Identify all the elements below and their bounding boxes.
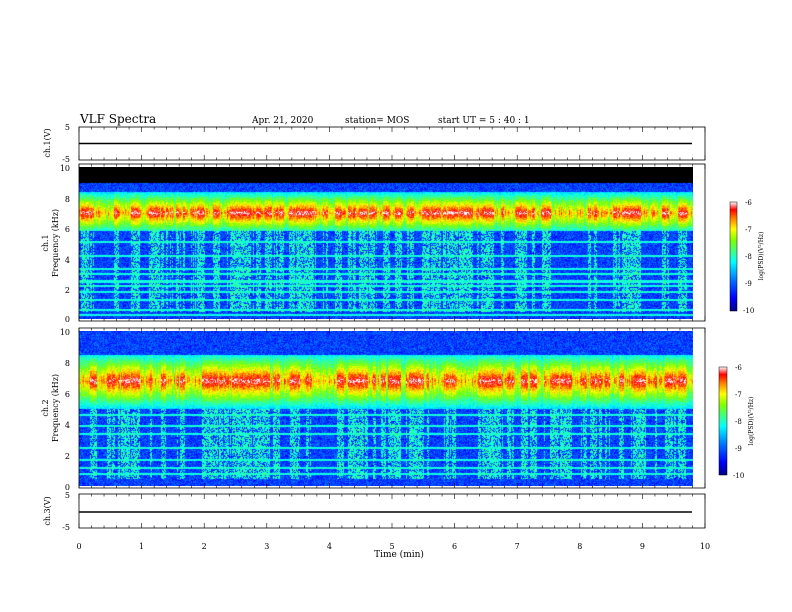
ch2-colorbar	[718, 366, 728, 476]
x-tick-label: 8	[577, 542, 582, 551]
ch2-spectrogram-ticks	[78, 328, 706, 488]
ch1-spectrogram-ticks	[78, 164, 706, 321]
ch1-freq-ytick-0: 0	[65, 315, 70, 324]
ch2-cbar-tick-m10: -10	[733, 472, 744, 480]
ch2-freq-ytick-0: 0	[65, 483, 70, 492]
ch3-voltage-ticks	[78, 494, 706, 528]
ch1-freq-ytick-6: 6	[65, 225, 70, 234]
ch1-colorbar	[729, 201, 738, 312]
x-tick-label: 3	[264, 542, 269, 551]
ch1-ylabel-frequency: Frequency (kHz)	[51, 209, 60, 277]
x-tick-label: 0	[76, 542, 81, 551]
x-axis-tick-labels: 0 1 2 3 4 5 6 7 8 9 10	[76, 542, 710, 551]
ch2-cbar-tick-m8: -8	[735, 418, 742, 426]
ch1-freq-ytick-4: 4	[65, 256, 70, 265]
ch2-cbar-label: log(PSD)(V²/Hz)	[748, 397, 755, 446]
ch2-freq-ytick-6: 6	[65, 390, 70, 399]
ch3-voltage-panel: 5 -5 ch.3(V)	[43, 491, 706, 532]
ch1-cbar-tick-m8: -8	[745, 253, 752, 261]
ch2-cbar-tick-m9: -9	[735, 445, 742, 453]
ch1-voltage-ticks	[78, 127, 706, 160]
ch1-spectrogram-image	[79, 167, 693, 319]
ch1-cbar-tick-m6: -6	[745, 199, 752, 207]
x-tick-label: 4	[327, 542, 332, 551]
ch2-freq-ytick-2: 2	[65, 452, 70, 461]
chart-title: VLF Spectra	[79, 112, 156, 126]
x-tick-label: 2	[202, 542, 207, 551]
x-tick-label: 7	[515, 542, 520, 551]
ch2-ylabel-frequency: Frequency (kHz)	[51, 374, 60, 442]
x-tick-label: 9	[640, 542, 645, 551]
station-label: station= MOS	[345, 116, 409, 126]
ch1-ylabel-channel: ch.1	[41, 234, 50, 251]
ch2-freq-ytick-8: 8	[65, 359, 70, 368]
ch1-freq-ytick-8: 8	[65, 195, 70, 204]
x-tick-label: 1	[139, 542, 144, 551]
ch1-voltage-panel: 5 -5 ch.1(V)	[43, 123, 706, 164]
ch2-spectrogram-image	[79, 331, 693, 486]
ch2-cbar-tick-m7: -7	[735, 391, 742, 399]
ch1-freq-ytick-10: 10	[60, 164, 70, 173]
ch1-freq-ytick-2: 2	[65, 286, 70, 295]
x-axis-label: Time (min)	[374, 549, 424, 560]
ch1-ytick-5: 5	[65, 123, 70, 132]
ch1-cbar-label: log(PSD)(V²/Hz)	[758, 232, 765, 281]
ch2-spectrogram-panel: 0 2 4 6 8 10 ch.2 Frequency (kHz) -6 -7 …	[41, 327, 755, 492]
start-time-label: start UT = 5 : 40 : 1	[438, 116, 530, 126]
ch3-ytick-neg5: -5	[62, 523, 70, 532]
x-tick-label: 5	[389, 542, 394, 551]
ch1-cbar-tick-m9: -9	[745, 280, 752, 288]
ch1-voltage-ylabel: ch.1(V)	[43, 128, 52, 157]
ch2-cbar-tick-m6: -6	[735, 364, 742, 372]
ch2-freq-ytick-4: 4	[65, 421, 70, 430]
ch3-voltage-frame	[78, 493, 706, 529]
ch1-spectrogram-panel: 0 2 4 6 8 10 ch.1 Frequency (kHz) -6 -7 …	[41, 163, 765, 324]
x-tick-label: 10	[700, 542, 710, 551]
date-label: Apr. 21, 2020	[251, 116, 314, 126]
ch2-ylabel-channel: ch.2	[41, 399, 50, 416]
ch3-ytick-5: 5	[65, 491, 70, 500]
ch1-cbar-tick-m10: -10	[743, 307, 754, 315]
ch2-freq-ytick-10: 10	[60, 328, 70, 337]
x-tick-label: 6	[452, 542, 457, 551]
ch3-voltage-ylabel: ch.3(V)	[43, 496, 52, 525]
ch1-ytick-neg5: -5	[62, 155, 70, 164]
ch1-cbar-tick-m7: -7	[745, 226, 752, 234]
